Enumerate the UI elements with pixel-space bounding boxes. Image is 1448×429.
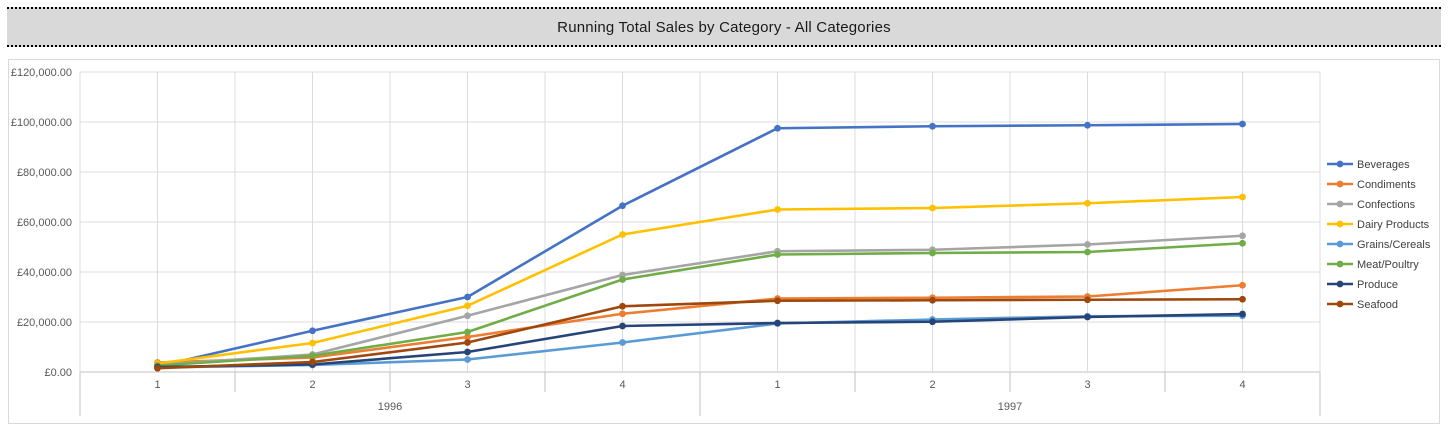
legend-label: Seafood [1357,299,1398,311]
series-marker-seafood [309,358,316,366]
y-axis-tick-label: £100,000.00 [11,117,72,129]
x-axis-quarter-label: 2 [929,379,935,391]
series-marker-condiments [464,333,471,341]
series-marker-dairy-products [619,231,626,238]
y-axis-tick-label: £40,000.00 [17,267,72,279]
series-marker-grains-cereals [619,339,626,346]
legend-item-beverages[interactable]: Beverages [1327,159,1410,171]
series-marker-beverages [774,124,781,132]
legend-dot-marker [1336,260,1344,268]
legend-dot-marker [1336,180,1344,188]
series-marker-seafood [619,302,626,310]
series-marker-seafood [1084,296,1091,304]
legend-dot-marker [1336,300,1344,308]
legend-dot-marker [1336,220,1344,228]
x-axis-quarter-label: 4 [1239,379,1245,391]
legend-item-dairy-products[interactable]: Dairy Products [1327,219,1430,231]
series-line-dairy-products[interactable] [156,195,1244,365]
legend-item-produce[interactable]: Produce [1327,279,1398,291]
series-marker-dairy-products [464,302,471,310]
series-marker-seafood [774,297,781,305]
line-chart: £0.00 £20,000.00 £40,000.00 £60,000.00 £80,0… [11,67,1431,416]
legend-dot-marker [1336,200,1344,208]
series-marker-beverages [1084,121,1091,129]
legend-item-grains-cereals[interactable]: Grains/Cereals [1327,239,1431,251]
series-marker-produce [619,322,626,330]
x-axis-year-label: 1996 [378,401,402,413]
x-axis-year-label: 1997 [998,401,1022,413]
series-marker-beverages [1239,120,1246,128]
series-marker-meat-poultry [1084,248,1091,256]
series-marker-confections [1084,241,1091,248]
series-marker-meat-poultry [464,328,471,336]
legend-label: Meat/Poultry [1357,259,1419,271]
y-axis-tick-label: £60,000.00 [17,217,72,229]
series-marker-dairy-products [774,206,781,213]
series-marker-produce [774,319,781,327]
y-axis-tick-label: £80,000.00 [17,167,72,179]
series-marker-produce [1084,313,1091,321]
series-marker-meat-poultry [929,249,936,257]
x-axis-quarter-label: 3 [464,379,470,391]
chart-title-bar: Running Total Sales by Category - All Ca… [7,7,1441,47]
series-marker-grains-cereals [464,356,471,363]
y-axis-tick-label: £120,000.00 [11,67,72,79]
series-marker-beverages [464,293,471,301]
series-line-confections[interactable] [156,234,1244,367]
legend-label: Produce [1357,279,1398,291]
y-axis-tick-label: £20,000.00 [17,317,72,329]
series-marker-dairy-products [1239,193,1246,201]
x-axis-quarter-label: 1 [774,379,780,391]
legend-item-seafood[interactable]: Seafood [1327,299,1398,311]
series-marker-beverages [619,202,626,210]
x-axis-quarter-label: 1 [154,379,160,391]
series-marker-produce [464,348,471,356]
legend-label: Condiments [1357,179,1416,191]
series-marker-seafood [1239,295,1246,303]
series-marker-dairy-products [929,204,936,212]
legend-item-meat-poultry[interactable]: Meat/Poultry [1327,259,1419,271]
series-marker-condiments [1239,281,1246,289]
legend-label: Beverages [1357,159,1410,171]
series-marker-dairy-products [1084,199,1091,207]
series-marker-meat-poultry [619,276,626,283]
chart-title: Running Total Sales by Category - All Ca… [557,18,891,36]
series-marker-seafood [929,296,936,304]
series-line-condiments[interactable] [156,283,1244,364]
series-line-meat-poultry[interactable] [156,241,1244,367]
chart-area[interactable]: £0.00 £20,000.00 £40,000.00 £60,000.00 £80,0… [8,59,1440,424]
x-axis-quarter-label: 4 [619,379,625,391]
legend-label: Dairy Products [1357,219,1430,231]
series-line-produce[interactable] [156,312,1244,369]
series-marker-meat-poultry [309,352,316,360]
series-marker-produce [929,318,936,326]
series-marker-seafood [464,339,471,346]
legend-dot-marker [1336,280,1344,288]
legend-item-condiments[interactable]: Condiments [1327,179,1416,191]
series-line-seafood[interactable] [156,297,1244,370]
series-marker-confections [1239,232,1246,240]
legend-label: Grains/Cereals [1357,239,1431,251]
series-marker-dairy-products [309,339,316,347]
series-marker-beverages [929,122,936,130]
series-line-beverages[interactable] [156,122,1244,368]
series-marker-meat-poultry [1239,239,1246,247]
series-marker-meat-poultry [774,251,781,258]
x-axis-quarter-label: 2 [309,379,315,391]
series-marker-confections [464,312,471,320]
series-marker-seafood [154,364,161,372]
legend-item-confections[interactable]: Confections [1327,199,1416,211]
legend-dot-marker [1336,160,1344,168]
series-marker-produce [1239,310,1246,318]
series-marker-condiments [619,310,626,318]
legend-label: Confections [1357,199,1416,211]
series-marker-beverages [309,327,316,335]
y-axis-tick-label: £0.00 [44,367,72,379]
legend-dot-marker [1336,240,1344,248]
x-axis-quarter-label: 3 [1084,379,1090,391]
